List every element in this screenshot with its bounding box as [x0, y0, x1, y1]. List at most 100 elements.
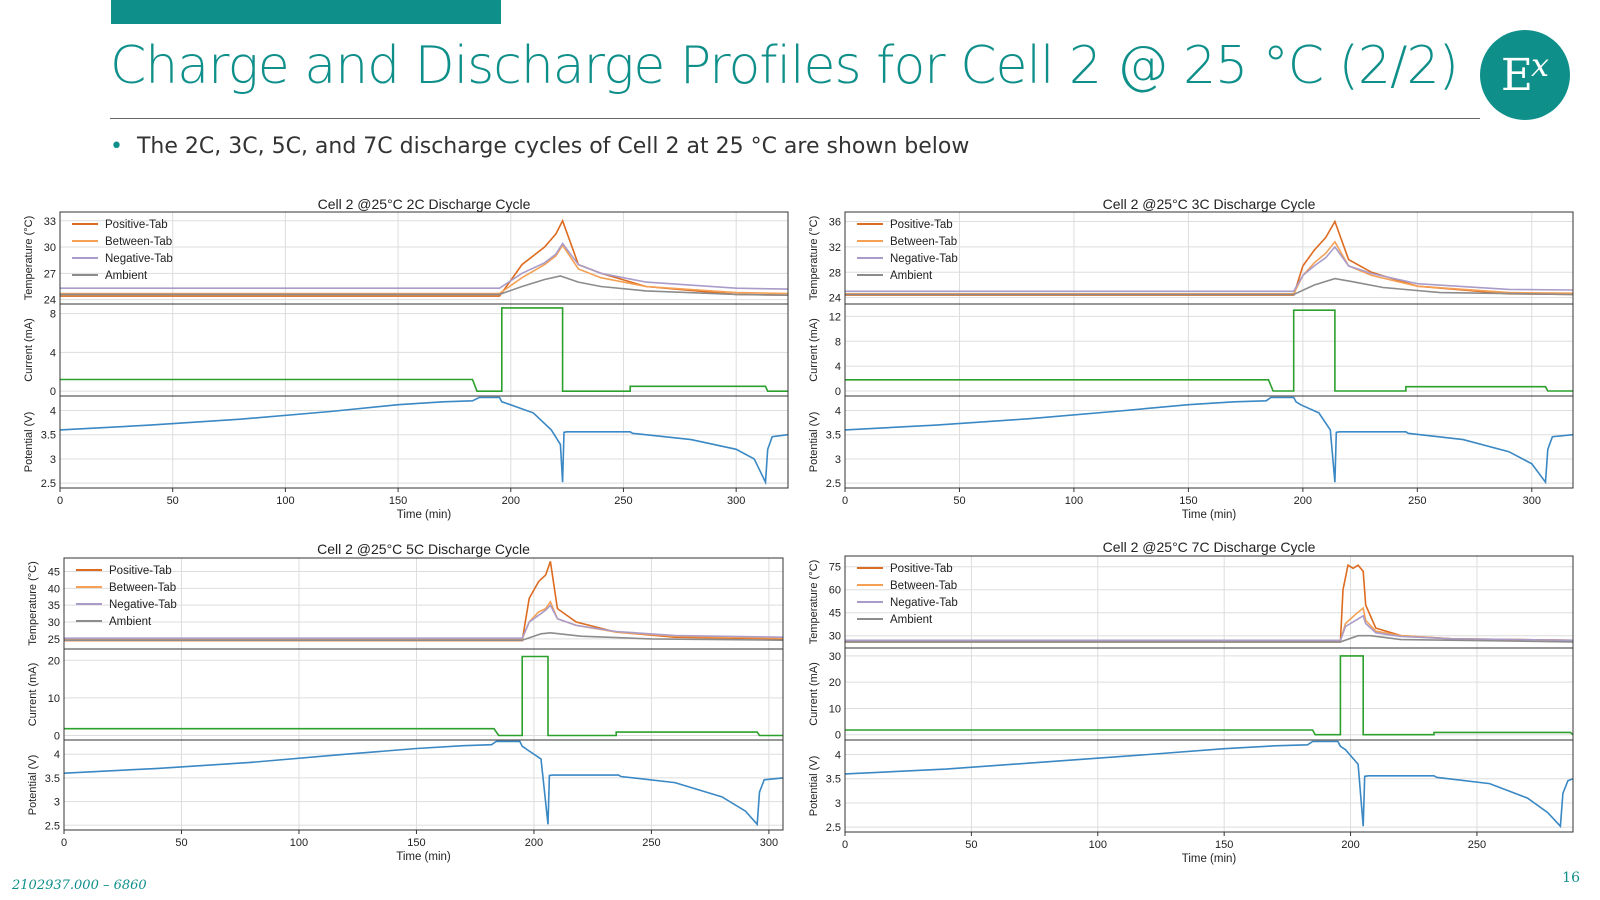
y-tick-label: 25: [48, 634, 60, 646]
y-tick-label: 27: [44, 268, 56, 280]
y-tick-label: 4: [835, 406, 841, 418]
panel-frame: [844, 303, 1574, 397]
series-line-between-tab: [60, 243, 788, 295]
y-tick-label: 8: [50, 309, 56, 321]
panel-frame: [844, 647, 1574, 741]
panel-frame: [63, 648, 784, 741]
panel-temperature: 25 30 35 40 45 Temperature (°C) Positive-Tab Be…: [27, 557, 784, 650]
panel-frame: [59, 395, 789, 489]
legend: Positive-Tab Between-Tab Negative-Tab Ambie…: [76, 565, 177, 628]
y-tick-label: 32: [829, 242, 841, 254]
panel-potential: 2.5 3 3.5 4 Potential (V): [808, 739, 1574, 834]
y-axis-label: Temperature (°C): [808, 560, 820, 644]
series-line-potential: [60, 396, 788, 486]
chart-1: Cell 2 @25°C 3C Discharge Cycle 24 28 32 36 T…: [808, 196, 1574, 521]
y-tick-label: 3: [54, 797, 60, 809]
series-line-current: [64, 655, 783, 737]
panel-temperature: 24 28 32 36 Temperature (°C) Positive-Tab Betw…: [808, 211, 1574, 305]
panel-current: 0 4 8 12 Current (mA): [808, 303, 1574, 398]
y-tick-label: 45: [829, 608, 841, 620]
bullet-dot: •: [110, 134, 123, 159]
y-tick-label: 30: [44, 242, 56, 254]
series-line-potential: [64, 740, 783, 827]
document-number: 2102937.000 – 6860: [12, 878, 147, 893]
chart-title: Cell 2 @25°C 5C Discharge Cycle: [317, 541, 530, 557]
x-tick-label: 300: [727, 495, 745, 507]
y-tick-label: 0: [50, 386, 56, 398]
x-tick-label: 250: [614, 495, 632, 507]
y-tick-label: 40: [48, 583, 60, 595]
panel-temperature: 30 45 60 75 Temperature (°C) Positive-Tab Betw…: [808, 555, 1574, 649]
y-tick-label: 10: [829, 703, 841, 715]
y-tick-label: 28: [829, 267, 841, 279]
y-tick-label: 3: [835, 798, 841, 810]
series-line-current: [845, 309, 1573, 392]
logo-letter: E: [1500, 49, 1534, 101]
y-tick-label: 3: [835, 454, 841, 466]
x-axis-label: Time (min): [1182, 509, 1237, 521]
x-tick-label: 0: [57, 495, 63, 507]
y-tick-label: 33: [44, 216, 56, 228]
legend-label: Negative-Tab: [109, 599, 177, 611]
legend-label: Positive-Tab: [890, 219, 953, 231]
panel-potential: 2.5 3 3.5 4 Potential (V): [23, 395, 789, 490]
legend-label: Between-Tab: [109, 582, 176, 594]
x-tick-label: 200: [502, 495, 520, 507]
panel-frame: [844, 739, 1574, 833]
x-tick-label: 0: [842, 495, 848, 507]
x-tick-label: 200: [1341, 839, 1359, 851]
y-axis-label: Potential (V): [808, 412, 820, 473]
title-divider: [110, 118, 1480, 119]
x-tick-label: 100: [276, 495, 294, 507]
y-tick-label: 4: [50, 347, 56, 359]
x-tick-label: 0: [842, 839, 848, 851]
series-line-negative-tab: [64, 603, 783, 640]
y-tick-label: 24: [829, 293, 841, 305]
y-tick-label: 20: [829, 677, 841, 689]
y-axis-label: Potential (V): [27, 755, 39, 816]
y-tick-label: 4: [835, 361, 841, 373]
x-axis-label: Time (min): [397, 509, 452, 521]
panel-potential: 2.5 3 3.5 4 Potential (V): [27, 739, 784, 832]
x-tick-label: 150: [407, 837, 425, 849]
y-tick-label: 4: [54, 749, 60, 761]
x-tick-label: 150: [389, 495, 407, 507]
series-line-ambient: [845, 277, 1573, 296]
legend-label: Between-Tab: [890, 580, 957, 592]
y-tick-label: 20: [48, 655, 60, 667]
panel-frame: [63, 739, 784, 831]
series-line-ambient: [64, 631, 783, 642]
chart-2: Cell 2 @25°C 5C Discharge Cycle253035404…: [27, 541, 784, 863]
panel-current: 0 4 8 Current (mA): [23, 303, 789, 398]
y-tick-label: 75: [829, 562, 841, 574]
x-tick-label: 50: [175, 837, 187, 849]
series-line-current: [845, 655, 1573, 736]
x-tick-label: 150: [1215, 839, 1233, 851]
y-tick-label: 10: [48, 693, 60, 705]
chart-3: Cell 2 @25°C 7C Discharge Cycle30456075T…: [808, 539, 1574, 865]
legend: Positive-Tab Between-Tab Negative-Tab Ambie…: [857, 219, 958, 282]
y-tick-label: 2.5: [41, 478, 56, 490]
x-tick-label: 100: [1065, 495, 1083, 507]
x-tick-label: 300: [1523, 495, 1541, 507]
y-tick-label: 2.5: [826, 822, 841, 834]
legend-label: Ambient: [890, 270, 933, 282]
x-tick-label: 250: [1468, 839, 1486, 851]
bullet-text: The 2C, 3C, 5C, and 7C discharge cycles …: [136, 134, 970, 159]
y-axis-label: Potential (V): [23, 412, 35, 473]
y-tick-label: 0: [835, 730, 841, 742]
x-tick-label: 200: [525, 837, 543, 849]
legend-label: Negative-Tab: [890, 253, 958, 265]
top-accent-bar: [111, 0, 501, 24]
panel-frame: [59, 303, 789, 397]
legend: Positive-Tab Between-Tab Negative-Tab Ambie…: [857, 563, 958, 626]
y-axis-label: Potential (V): [808, 756, 820, 817]
y-tick-label: 3.5: [826, 774, 841, 786]
chart-title: Cell 2 @25°C 7C Discharge Cycle: [1103, 539, 1316, 555]
y-tick-label: 30: [829, 651, 841, 663]
x-tick-label: 50: [953, 495, 965, 507]
y-tick-label: 4: [50, 406, 56, 418]
page-number: 16: [1562, 870, 1580, 886]
